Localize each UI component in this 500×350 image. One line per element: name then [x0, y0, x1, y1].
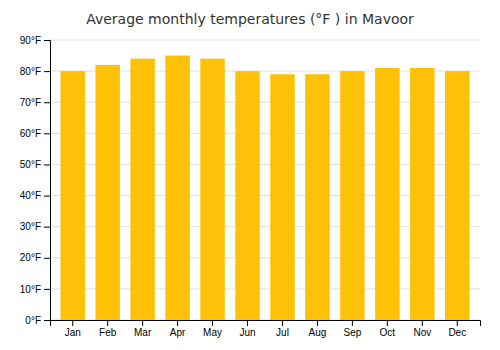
tick: Aug	[309, 320, 327, 338]
tick-mark	[44, 227, 50, 228]
tick-mark	[72, 320, 73, 326]
bar	[95, 65, 119, 320]
tick-label: Jul	[276, 327, 289, 338]
tick-label: 0°F	[25, 315, 41, 326]
tick-label: 70°F	[20, 97, 41, 108]
bar	[165, 56, 189, 320]
tick: Feb	[99, 320, 117, 338]
tick: 20°F	[20, 252, 50, 263]
tick-mark	[177, 320, 178, 326]
tick-mark	[352, 320, 353, 326]
tick: Oct	[380, 320, 396, 338]
tick-mark	[44, 102, 50, 103]
tick-label: Sep	[343, 327, 361, 338]
tick-label: Aug	[309, 327, 327, 338]
tick-label: 50°F	[20, 159, 41, 170]
tick-mark	[44, 71, 50, 72]
tick-mark	[44, 133, 50, 134]
tick-mark	[44, 40, 50, 41]
x-axis: Jan Feb Mar Apr May Jun Jul Aug Sep Oct Nov Dec	[51, 320, 481, 338]
bar	[340, 71, 364, 320]
tick-label: Mar	[134, 327, 152, 338]
tick-mark	[247, 320, 248, 326]
tick-label: 20°F	[20, 252, 41, 263]
tick: 80°F	[20, 66, 50, 77]
tick: 10°F	[20, 284, 50, 295]
tick-label: Jun	[239, 327, 255, 338]
tick: 60°F	[20, 128, 50, 139]
tick-mark	[44, 258, 50, 259]
plot: 0°F 10°F 20°F 30°F 40°F 50°F 60°F 70°F 80°F 90°F J…	[20, 35, 481, 338]
bar	[200, 59, 224, 320]
tick-label: Jan	[65, 327, 81, 338]
axis-line	[51, 321, 481, 327]
tick-mark	[212, 320, 213, 326]
bar	[410, 68, 434, 320]
grid-line	[50, 40, 480, 41]
chart: 0°F 10°F 20°F 30°F 40°F 50°F 60°F 70°F 80°F 90°F J…	[0, 0, 500, 350]
tick-label: 40°F	[20, 190, 41, 201]
tick-label: Dec	[448, 327, 466, 338]
axis-line	[44, 41, 51, 321]
tick-mark	[282, 320, 283, 326]
tick-mark	[387, 320, 388, 326]
tick-mark	[44, 320, 50, 321]
bar	[60, 71, 84, 320]
bar	[375, 68, 399, 320]
tick: Jan	[65, 320, 81, 338]
tick-mark	[107, 320, 108, 326]
tick-label: May	[203, 327, 222, 338]
tick-label: Nov	[413, 327, 431, 338]
tick-mark	[317, 320, 318, 326]
tick-mark	[142, 320, 143, 326]
tick: Mar	[134, 320, 152, 338]
tick-label: 60°F	[20, 128, 41, 139]
bar	[305, 74, 329, 320]
bar	[235, 71, 259, 320]
tick: May	[203, 320, 222, 338]
tick-label: Apr	[170, 327, 186, 338]
tick: Jun	[239, 320, 255, 338]
tick-mark	[44, 289, 50, 290]
bar	[270, 74, 294, 320]
tick: 30°F	[20, 221, 50, 232]
y-axis: 0°F 10°F 20°F 30°F 40°F 50°F 60°F 70°F 80°F 90°F	[20, 35, 51, 326]
tick-label: 90°F	[20, 35, 41, 46]
tick-label: Oct	[380, 327, 396, 338]
tick-mark	[422, 320, 423, 326]
tick: 50°F	[20, 159, 50, 170]
tick: 90°F	[20, 35, 50, 46]
tick-mark	[457, 320, 458, 326]
tick: Sep	[343, 320, 361, 338]
tick-label: 80°F	[20, 66, 41, 77]
title: Average monthly temperatures (°F ) in Ma…	[86, 11, 414, 27]
tick: 0°F	[25, 315, 50, 326]
tick: Jul	[276, 320, 289, 338]
tick-mark	[44, 196, 50, 197]
bar	[445, 71, 469, 320]
grid	[50, 40, 480, 320]
bar	[130, 59, 154, 320]
tick-label: Feb	[99, 327, 117, 338]
tick: 40°F	[20, 190, 50, 201]
tick-mark	[44, 164, 50, 165]
tick: Apr	[170, 320, 186, 338]
bars	[60, 56, 469, 320]
tick: Dec	[448, 320, 466, 338]
tick: 70°F	[20, 97, 50, 108]
tick-label: 10°F	[20, 284, 41, 295]
tick: Nov	[413, 320, 431, 338]
tick-label: 30°F	[20, 221, 41, 232]
